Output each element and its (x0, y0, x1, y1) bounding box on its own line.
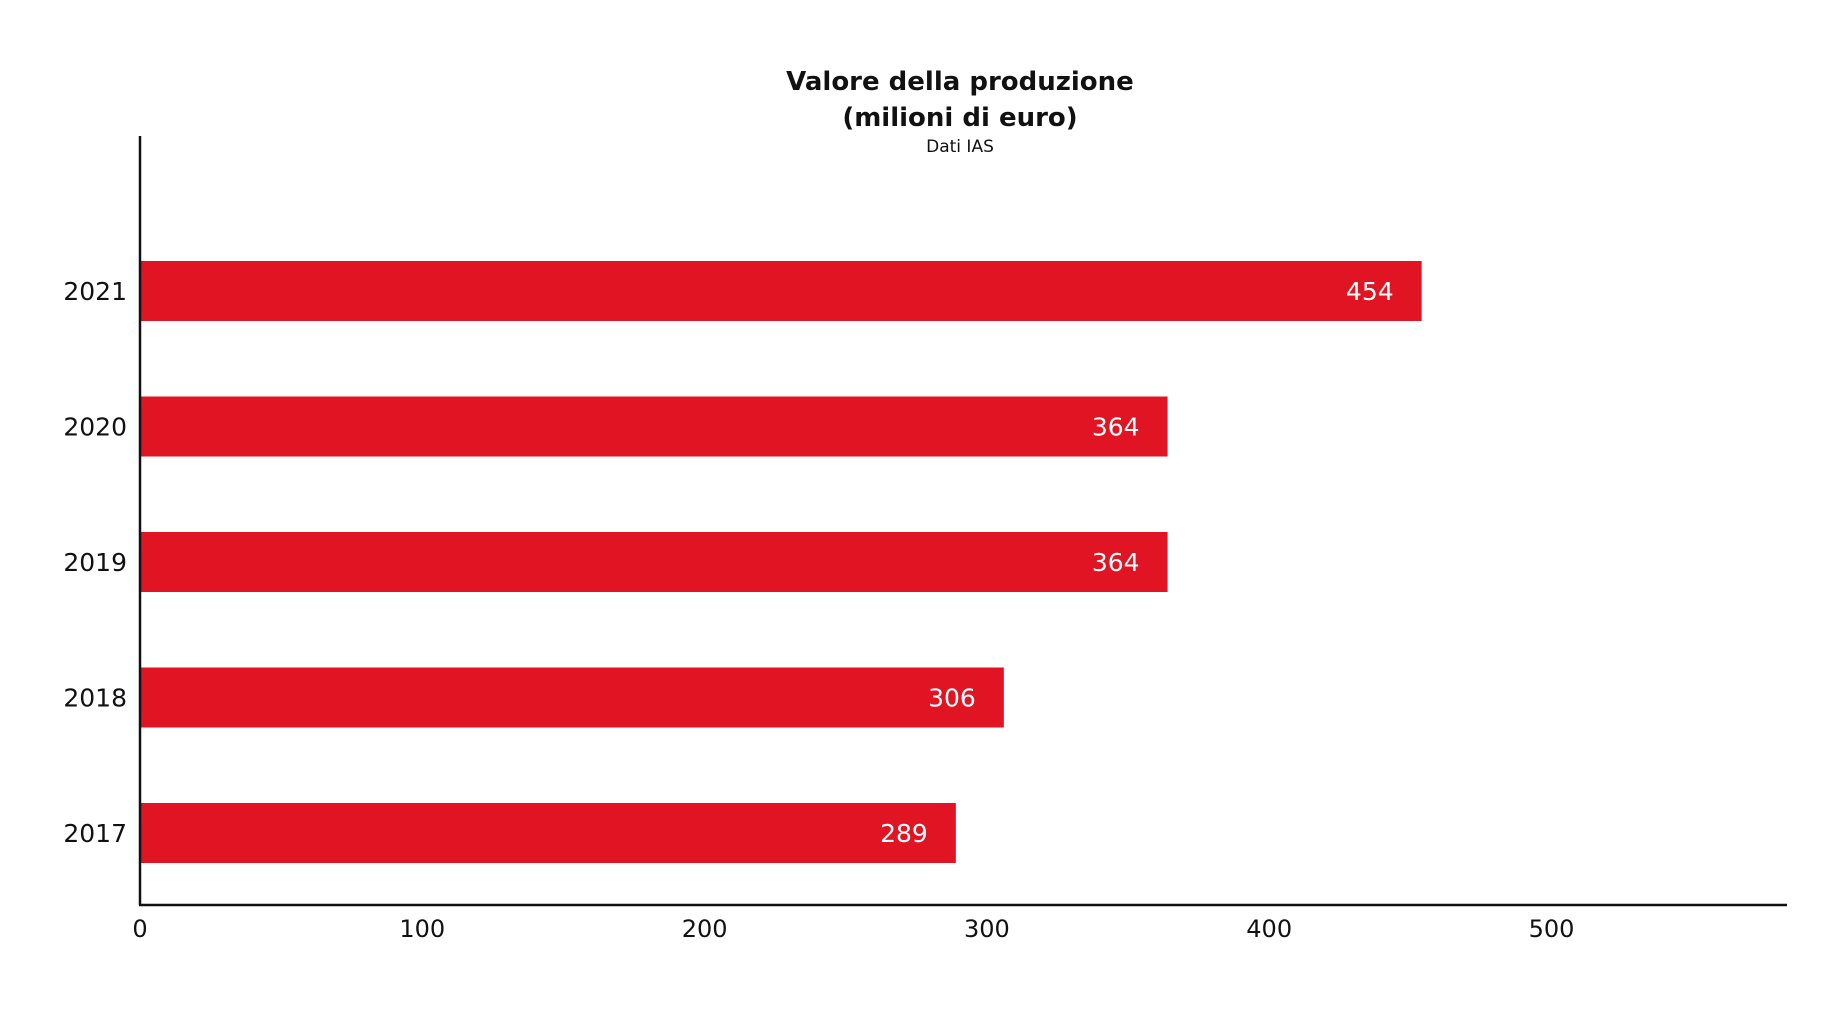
data-label-2019: 364 (1092, 548, 1140, 577)
x-tick-label-400: 400 (1246, 915, 1292, 943)
x-tick-label-500: 500 (1529, 915, 1575, 943)
data-label-2021: 454 (1346, 277, 1394, 306)
bar-2018 (140, 667, 1004, 728)
chart-title: Valore della produzione (786, 67, 1134, 97)
category-label-2021: 2021 (63, 277, 127, 306)
data-label-2020: 364 (1092, 413, 1140, 442)
category-label-2018: 2018 (63, 684, 127, 713)
x-tick-label-0: 0 (132, 915, 147, 943)
x-tick-label-100: 100 (399, 915, 445, 943)
bar-2020 (140, 396, 1168, 457)
category-label-2020: 2020 (63, 413, 127, 442)
category-labels-layer: 2021 2020 2019 2018 2017 (63, 277, 127, 848)
chart-title-line2: (milioni di euro) (842, 103, 1077, 133)
bar-2021 (140, 261, 1422, 321)
data-label-2017: 289 (880, 819, 928, 848)
chart-subtitle: Dati IAS (926, 137, 994, 157)
x-tick-label-300: 300 (964, 915, 1010, 943)
bar-2017 (140, 803, 956, 863)
bars-layer: 454 364 364 306 289 (140, 261, 1422, 863)
data-label-2018: 306 (928, 684, 976, 713)
x-tick-labels-layer: 0 100 200 300 400 500 (132, 915, 1574, 943)
bar-2019 (140, 532, 1168, 592)
category-label-2017: 2017 (63, 819, 127, 848)
category-label-2019: 2019 (63, 548, 127, 577)
x-tick-label-200: 200 (682, 915, 728, 943)
